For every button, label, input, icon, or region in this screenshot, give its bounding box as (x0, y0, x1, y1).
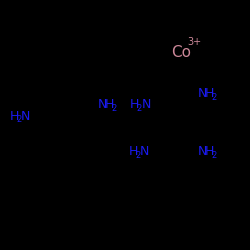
Text: 2: 2 (136, 150, 141, 160)
Text: N: N (198, 87, 207, 100)
Text: 2: 2 (212, 150, 217, 160)
Text: H: H (130, 98, 140, 112)
Text: H: H (205, 145, 214, 158)
Text: N: N (141, 98, 151, 112)
Text: H: H (10, 110, 20, 123)
Text: N: N (140, 145, 149, 158)
Text: 2: 2 (17, 116, 22, 124)
Text: 2: 2 (137, 104, 142, 113)
Text: 2: 2 (112, 104, 117, 113)
Text: 2: 2 (212, 93, 217, 102)
Text: H: H (129, 145, 138, 158)
Text: H: H (105, 98, 115, 112)
Text: Co: Co (171, 45, 191, 60)
Text: N: N (198, 145, 207, 158)
Text: N: N (21, 110, 30, 123)
Text: N: N (98, 98, 107, 112)
Text: H: H (205, 87, 214, 100)
Text: 3+: 3+ (188, 38, 202, 48)
